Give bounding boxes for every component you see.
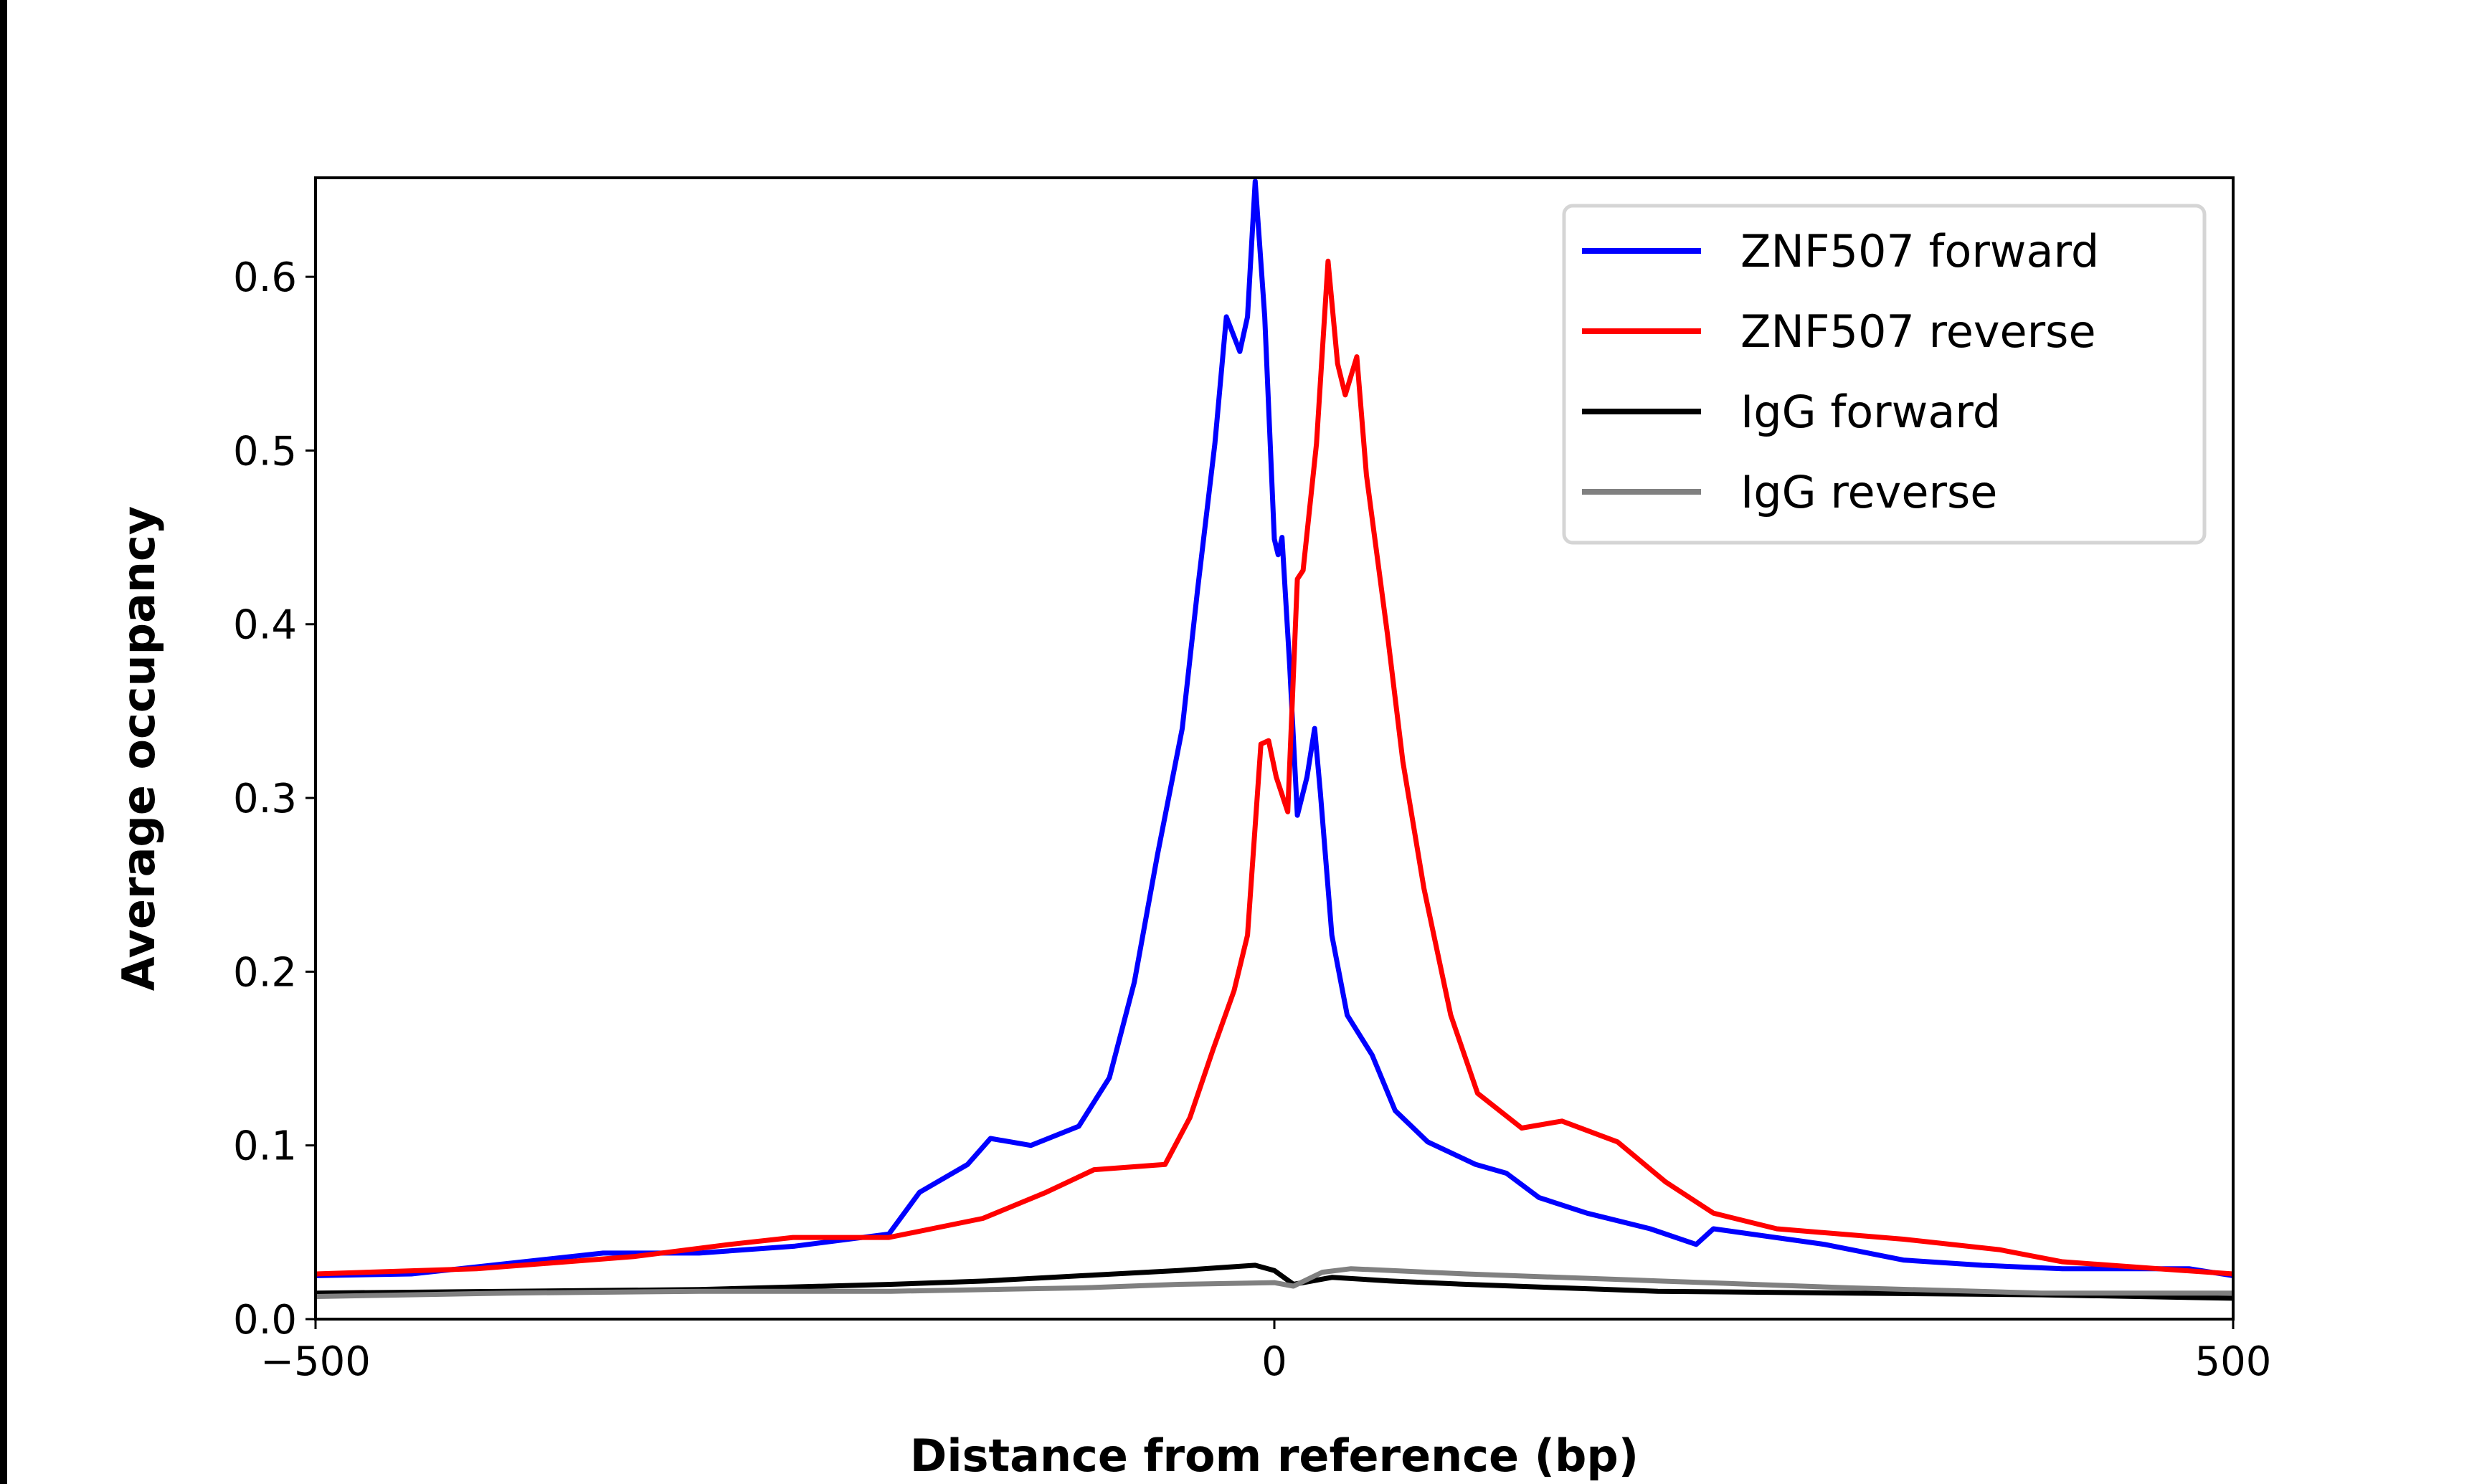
y-tick-label: 0.2 — [233, 949, 297, 996]
x-axis: −500 0 500 — [260, 1319, 2271, 1385]
x-tick-label: 500 — [2195, 1338, 2272, 1385]
y-axis-label: Average occupancy — [113, 506, 165, 991]
x-axis-label: Distance from reference (bp) — [910, 1430, 1639, 1482]
y-tick-label: 0.6 — [233, 255, 297, 301]
legend: ZNF507 forward ZNF507 reverse IgG forward I… — [1562, 204, 2207, 545]
y-tick-label: 0.3 — [233, 776, 297, 822]
legend-label: ZNF507 forward — [1740, 225, 2099, 277]
series-line-igg-forward — [315, 1262, 2234, 1301]
y-axis: 0.0 0.1 0.2 0.3 0.4 0.5 0.6 — [233, 255, 316, 1343]
series-line-igg-reverse — [315, 1266, 2233, 1299]
left-border — [0, 0, 7, 1484]
legend-label: IgG reverse — [1740, 466, 1997, 518]
series-line-znf507-reverse — [315, 258, 2234, 1277]
legend-box — [1562, 204, 2207, 545]
series-line-znf507-forward — [315, 179, 2234, 1278]
x-tick-label: −500 — [260, 1338, 371, 1385]
y-tick-label: 0.4 — [233, 602, 297, 649]
x-tick-label: 0 — [1261, 1338, 1287, 1385]
legend-label: ZNF507 reverse — [1740, 305, 2096, 358]
y-tick-label: 0.5 — [233, 428, 297, 475]
series-layer — [315, 179, 2234, 1301]
y-tick-label: 0.0 — [233, 1297, 297, 1343]
legend-label: IgG forward — [1740, 386, 2001, 438]
y-tick-label: 0.1 — [233, 1123, 297, 1170]
